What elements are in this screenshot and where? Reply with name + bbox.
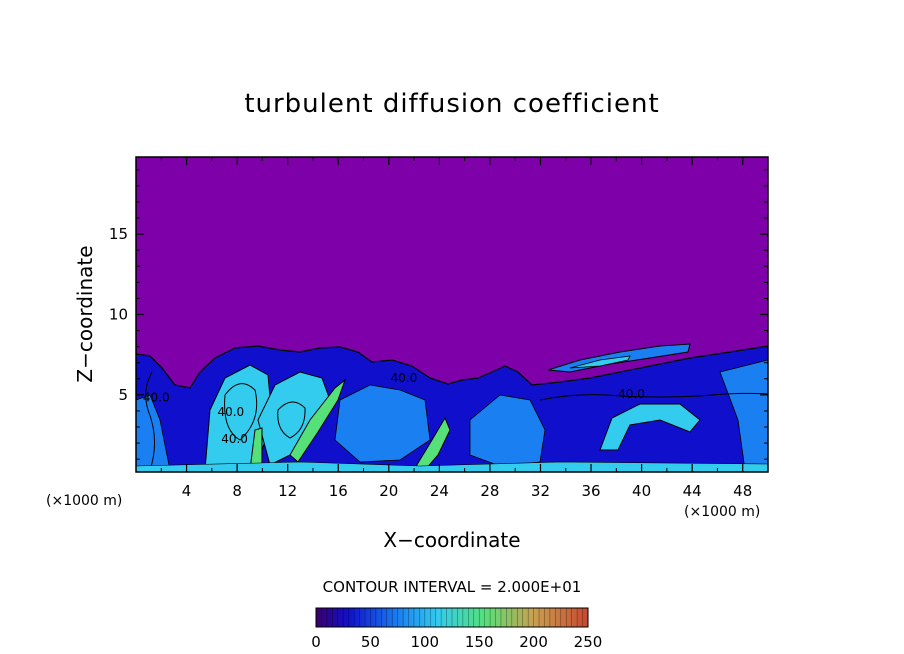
colorbar-tick-label: 250: [574, 633, 603, 651]
contour-label: 40.0: [221, 432, 248, 446]
x-axis: 4 8 12 16 20 24 28 32 36 40 44 48: [160, 157, 752, 500]
x-unit-left: (×1000 m): [46, 493, 122, 509]
contour-line-40b: [145, 371, 155, 471]
x-tick-label: 28: [480, 482, 499, 500]
cyan-region-right: [469, 394, 546, 467]
cyan-band-left: [136, 394, 171, 472]
cyan-swirl-right: [599, 403, 701, 451]
y-axis: 5 10 15: [109, 169, 768, 460]
colorbar-labels: 0 50 100 150 200 250: [311, 633, 602, 651]
cyan-band-far-right: [719, 359, 768, 471]
cyan-region-mid: [334, 384, 431, 463]
colorbar: 0 50 100 150 200 250: [311, 607, 602, 651]
y-tick-label: 10: [109, 306, 128, 324]
upper-filament-cyan: [569, 355, 631, 369]
x-tick-label: 8: [232, 482, 242, 500]
x-tick-label: 32: [531, 482, 550, 500]
x-tick-label: 12: [278, 482, 297, 500]
y-tick-label: 5: [118, 386, 128, 404]
contour-labels: 40.0 40.0 40.0 40.0 40.0: [143, 371, 645, 446]
y-tick-label: 15: [109, 225, 128, 243]
chart-title: turbulent diffusion coefficient: [244, 89, 659, 119]
plot-area: 40.0 40.0 40.0 40.0 40.0: [135, 156, 769, 473]
x-axis-label: X−coordinate: [383, 528, 520, 552]
contour-interval-label: CONTOUR INTERVAL = 2.000E+01: [323, 578, 582, 596]
contour-label: 40.0: [618, 387, 645, 401]
x-tick-label: 40: [632, 482, 651, 500]
contour-label: 40.0: [391, 371, 418, 385]
colorbar-tick-label: 50: [361, 633, 380, 651]
x-unit-right: (×1000 m): [684, 504, 760, 520]
contour-label: 40.0: [217, 405, 244, 419]
colorbar-tick-label: 0: [311, 633, 321, 651]
x-tick-label: 16: [329, 482, 348, 500]
x-tick-label: 20: [379, 482, 398, 500]
x-tick-label: 24: [430, 482, 449, 500]
x-tick-label: 4: [182, 482, 192, 500]
y-axis-label: Z−coordinate: [73, 245, 97, 382]
x-tick-label: 44: [683, 482, 702, 500]
contour-label: 40.0: [143, 390, 170, 404]
colorbar-tick-label: 100: [410, 633, 439, 651]
x-tick-label: 48: [733, 482, 752, 500]
x-tick-label: 36: [581, 482, 600, 500]
contour-line-40: [539, 392, 768, 401]
colorbar-stripes: [321, 608, 583, 627]
colorbar-tick-label: 200: [519, 633, 548, 651]
colorbar-tick-label: 150: [465, 633, 494, 651]
green-streak-1: [289, 378, 347, 463]
turbulence-field: [136, 343, 768, 472]
